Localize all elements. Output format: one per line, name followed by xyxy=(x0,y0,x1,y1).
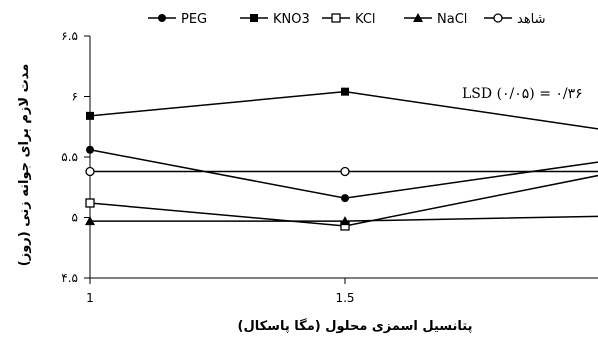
data-point xyxy=(341,87,349,96)
x-tick-label: 1.5 xyxy=(335,291,354,305)
y-tick-label: ۵.۵ xyxy=(61,150,78,164)
legend-marker xyxy=(413,13,423,22)
y-tick-label: ۶ xyxy=(72,90,78,104)
legend-label: KCl xyxy=(355,12,376,27)
legend-label: NaCl xyxy=(437,12,467,27)
legend-marker xyxy=(331,13,341,23)
y-tick-label: ۴.۵ xyxy=(61,271,78,285)
data-point xyxy=(85,166,95,177)
legend-label: شاهد xyxy=(517,12,546,27)
series-markers xyxy=(85,87,350,231)
series-lines xyxy=(89,90,598,227)
data-point xyxy=(86,145,94,154)
data-point xyxy=(340,216,350,226)
data-point xyxy=(86,111,94,120)
x-tick-label: 1 xyxy=(86,291,94,305)
y-axis-title: مدت لازم برای جوانه زنی (روز) xyxy=(17,64,32,266)
data-point xyxy=(340,166,350,177)
data-point xyxy=(341,194,349,203)
legend: PEG KNO3 KCl NaCl شاهد xyxy=(148,12,546,27)
legend-marker xyxy=(158,14,166,22)
x-axis-title: پتانسیل اسمزی محلول (مگا پاسکال) xyxy=(238,318,473,334)
data-point xyxy=(85,198,95,208)
data-point xyxy=(85,216,95,226)
legend-label: KNO3 xyxy=(273,12,310,27)
y-ticks: ۴.۵ ۵ ۵.۵ ۶ ۶.۵ xyxy=(61,29,90,285)
y-tick-label: ۵ xyxy=(72,211,78,225)
lsd-annotation: LSD (۰/۰۵) = ۰/۳۶ xyxy=(462,86,583,102)
legend-marker xyxy=(250,14,258,22)
legend-marker xyxy=(493,13,503,23)
x-ticks: 1 1.5 xyxy=(86,278,355,305)
legend-label: PEG xyxy=(181,12,207,27)
y-tick-label: ۶.۵ xyxy=(61,29,78,43)
